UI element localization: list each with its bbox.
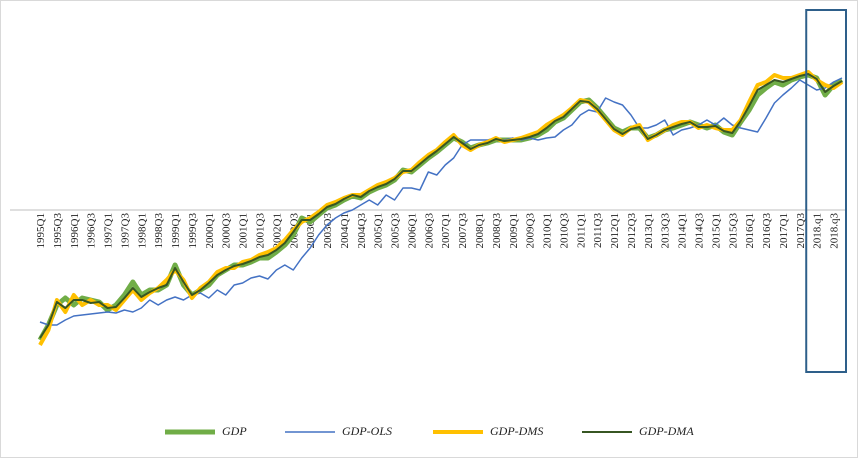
x-tick-label: 2013Q3 [660,213,672,249]
x-tick-label: 2001Q1 [238,213,250,248]
x-tick-label: 2003Q3 [322,213,334,249]
x-tick-label: 1998Q1 [136,213,148,248]
x-tick-label: 2007Q3 [457,213,469,249]
x-tick-label: 2015Q1 [710,213,722,248]
x-tick-label: 2005Q1 [373,213,385,248]
x-tick-label: 1999Q1 [170,213,182,248]
series-line [39,77,843,326]
x-tick-label: 2010Q3 [558,213,570,249]
x-tick-label: 2002Q1 [271,213,283,248]
x-tick-label: 2016Q1 [744,213,756,248]
x-tick-label: 1996Q3 [86,213,98,249]
x-tick-label: 2014Q1 [677,213,689,248]
x-tick-label: 2005Q3 [390,213,402,249]
x-tick-label: 2007Q1 [440,213,452,248]
series-line [39,73,843,339]
x-tick-label: 2004Q1 [339,213,351,248]
x-tick-label: 2017Q1 [778,213,790,248]
x-tick-label: 2011Q1 [575,213,587,248]
x-tick-label: 2008Q3 [491,213,503,249]
x-tick-label: 2018.q1 [812,213,824,249]
x-tick-label: 2006Q3 [423,213,435,249]
legend-label: GDP-DMA [639,424,694,438]
x-tick-label: 1995Q1 [35,213,47,248]
x-tick-label: 2015Q3 [727,213,739,249]
x-tick-label: 2000Q3 [221,213,233,249]
x-tick-label: 2012Q1 [609,213,621,248]
x-tick-label: 2000Q1 [204,213,216,248]
x-tick-label: 2012Q3 [626,213,638,249]
x-tick-label: 2004Q3 [356,213,368,249]
x-tick-label: 2006Q1 [406,213,418,248]
x-tick-label: 2014Q3 [693,213,705,249]
x-tick-label: 2009Q3 [525,213,537,249]
x-tick-label: 2013Q1 [643,213,655,248]
x-tick-label: 1999Q3 [187,213,199,249]
x-tick-label: 1997Q3 [119,213,131,249]
legend-label: GDP-OLS [342,424,392,438]
highlight-box [805,9,847,373]
x-tick-label: 2011Q3 [592,213,604,249]
x-tick-label: 2010Q1 [542,213,554,248]
x-tick-label: 1997Q1 [103,213,115,248]
x-tick-label: 2001Q3 [254,213,266,249]
legend-label: GDP-DMS [490,424,543,438]
x-tick-label: 2008Q1 [474,213,486,248]
x-tick-label: 2009Q1 [508,213,520,248]
legend-label: GDP [222,424,247,438]
x-tick-label: 1995Q3 [52,213,64,249]
x-tick-label: 2016Q3 [761,213,773,249]
x-tick-label: 1998Q3 [153,213,165,249]
x-tick-label: 1996Q1 [69,213,81,248]
x-tick-label: 2018.q3 [829,213,841,249]
x-tick-label: 2017Q3 [795,213,807,249]
